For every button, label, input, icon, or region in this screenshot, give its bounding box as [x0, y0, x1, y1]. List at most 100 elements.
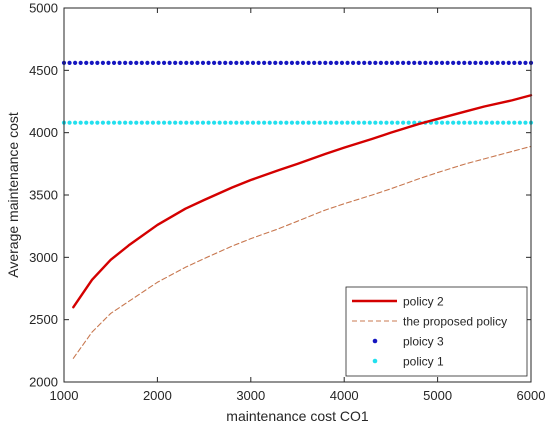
series-point — [262, 120, 267, 125]
series-point — [306, 60, 311, 65]
series-point — [212, 60, 217, 65]
series-point — [339, 60, 345, 65]
series-point — [173, 60, 178, 65]
series-point — [278, 120, 283, 125]
series-point — [150, 120, 156, 125]
series-point — [161, 120, 167, 125]
series-point — [467, 60, 472, 65]
series-point — [495, 120, 500, 125]
series-point — [184, 60, 189, 65]
series-point — [523, 60, 528, 65]
series-point — [250, 120, 256, 125]
series-point — [145, 60, 150, 65]
series-point — [289, 120, 295, 125]
series-point — [412, 60, 417, 65]
series-point — [267, 60, 272, 65]
series-point — [256, 120, 261, 125]
series-point — [239, 60, 245, 65]
series-point — [417, 60, 422, 65]
series-point — [506, 120, 511, 125]
series-point — [356, 120, 361, 125]
series-point — [323, 60, 328, 65]
series-point — [501, 120, 506, 125]
series-point — [367, 120, 372, 125]
series-point — [173, 120, 178, 125]
series-point — [295, 120, 300, 125]
series-point — [78, 120, 83, 125]
series-point — [167, 120, 172, 125]
series-point — [117, 60, 122, 65]
series-point — [161, 60, 167, 65]
series-point — [478, 60, 484, 65]
series-point — [245, 60, 250, 65]
series-point — [167, 60, 172, 65]
series-point — [234, 120, 239, 125]
series-point — [178, 60, 183, 65]
series-point — [373, 120, 378, 125]
series-point — [456, 60, 461, 65]
series-point — [451, 120, 456, 125]
series-point — [328, 120, 333, 125]
series-point — [256, 60, 261, 65]
legend-label: the proposed policy — [403, 315, 507, 329]
series-point — [350, 120, 356, 125]
legend-label: policy 2 — [403, 295, 444, 309]
series-point — [506, 60, 511, 65]
x-axis-title: maintenance cost CO1 — [226, 408, 369, 424]
series-point — [362, 60, 367, 65]
series-point — [273, 120, 278, 125]
series-point — [512, 120, 517, 125]
series-point — [317, 120, 322, 125]
series-point — [456, 120, 461, 125]
series-point — [312, 120, 317, 125]
y-tick-label: 3000 — [29, 250, 58, 265]
series-point — [206, 60, 211, 65]
legend-marker — [372, 358, 378, 364]
series-point — [378, 60, 383, 65]
series-point — [195, 60, 200, 65]
series-point — [95, 120, 100, 125]
series-point — [439, 60, 445, 65]
series-point — [523, 120, 528, 125]
series-point — [484, 120, 489, 125]
series-point — [95, 60, 100, 65]
series-point — [445, 60, 450, 65]
series-point — [384, 120, 389, 125]
series-point — [267, 120, 272, 125]
series-point — [212, 120, 217, 125]
y-tick-label: 2500 — [29, 312, 58, 327]
x-tick-label: 2000 — [143, 388, 172, 403]
series-point — [200, 120, 206, 125]
series-point — [123, 60, 128, 65]
series-point — [284, 120, 289, 125]
series-point — [273, 60, 278, 65]
y-tick-label: 3500 — [29, 188, 58, 203]
series-point — [489, 60, 495, 65]
series-point — [217, 60, 222, 65]
series-point — [389, 60, 395, 65]
series-point — [462, 60, 467, 65]
series-point — [401, 60, 406, 65]
series-point — [278, 60, 283, 65]
series-point — [467, 120, 472, 125]
series-point — [106, 120, 111, 125]
series-point — [184, 120, 189, 125]
series-point — [378, 120, 383, 125]
series-point — [478, 120, 484, 125]
series-point — [289, 60, 295, 65]
series-point — [345, 120, 350, 125]
legend-entry: policy 2 — [352, 295, 444, 309]
series-point — [328, 60, 333, 65]
series-point — [395, 120, 400, 125]
series-point — [111, 60, 117, 65]
ticks-layer: 1000 2000 3000 4000 5000 60002000250030003500… — [29, 1, 545, 404]
series-point — [106, 60, 111, 65]
x-tick-label: 5000 — [423, 388, 452, 403]
series-point — [423, 60, 428, 65]
series-point — [139, 120, 144, 125]
series-point — [484, 60, 489, 65]
series-point — [367, 60, 372, 65]
series-point — [100, 120, 106, 125]
series-point — [250, 60, 256, 65]
series-point — [295, 60, 300, 65]
